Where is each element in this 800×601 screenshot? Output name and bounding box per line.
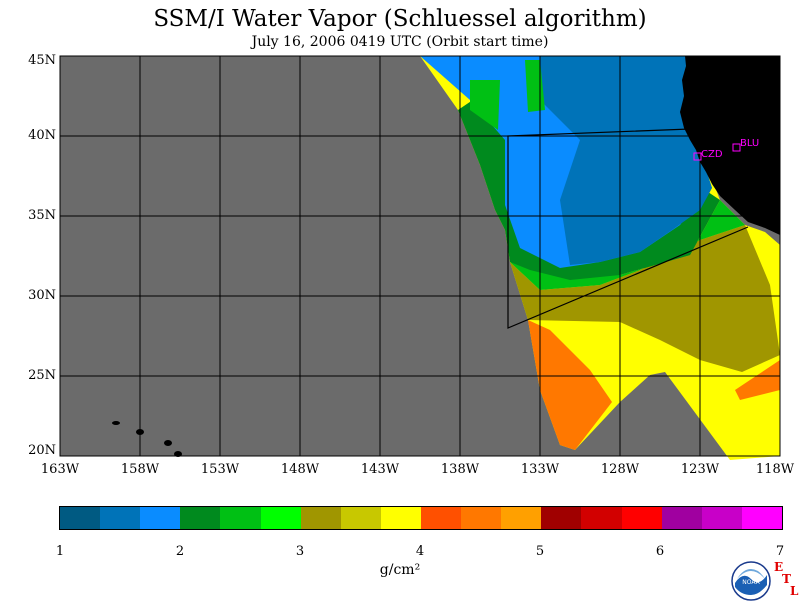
colorbar [59, 506, 783, 530]
colorbar-swatch [541, 507, 582, 529]
lat-label-40n: 40N [28, 128, 56, 143]
colorbar-swatch [180, 507, 221, 529]
graticule [60, 56, 780, 456]
colorbar-swatch [220, 507, 261, 529]
lon-label-138w: 138W [440, 462, 480, 477]
lat-label-20n: 20N [28, 443, 56, 458]
lon-label-133w: 133W [520, 462, 560, 477]
land-mass [680, 56, 780, 235]
map-title: SSM/I Water Vapor (Schluessel algorithm) [153, 6, 647, 32]
lon-label-143w: 143W [360, 462, 400, 477]
analysis-region-outline [507, 128, 749, 329]
colorbar-tick-7: 7 [775, 544, 785, 559]
lat-label-25n: 25N [28, 368, 56, 383]
etl-logo-letter-t: T [782, 572, 791, 586]
noaa-logo: NOAA [731, 561, 771, 601]
colorbar-swatch [661, 507, 702, 529]
colorbar-swatch [140, 507, 181, 529]
lon-label-118w: 118W [755, 462, 795, 477]
station-markers [693, 143, 741, 161]
hawaiian-islands [112, 421, 182, 457]
colorbar-tick-6: 6 [655, 544, 665, 559]
etl-logo-letter-l: L [790, 584, 799, 598]
colorbar-swatch [581, 507, 622, 529]
colorbar-swatch [260, 507, 301, 529]
etl-logo: E T L [772, 558, 800, 598]
lon-label-123w: 123W [680, 462, 720, 477]
noaa-logo-text: NOAA [742, 579, 760, 586]
colorbar-swatch [701, 507, 742, 529]
colorbar-tick-2: 2 [175, 544, 185, 559]
colorbar-swatch [340, 507, 381, 529]
colorbar-tick-5: 5 [535, 544, 545, 559]
station-marker-blu [732, 143, 741, 152]
station-label-blu: BLU [740, 138, 759, 149]
colorbar-swatch [60, 507, 101, 529]
lon-label-148w: 148W [280, 462, 320, 477]
colorbar-swatch [300, 507, 341, 529]
water-vapor-swath [420, 56, 780, 460]
lat-label-35n: 35N [28, 208, 56, 223]
map-frame [59, 55, 781, 457]
colorbar-swatch [621, 507, 662, 529]
colorbar-units: g/cm² [379, 562, 421, 578]
colorbar-swatch [100, 507, 141, 529]
colorbar-tick-3: 3 [295, 544, 305, 559]
colorbar-swatch [420, 507, 462, 529]
lat-label-30n: 30N [28, 288, 56, 303]
lon-label-128w: 128W [600, 462, 640, 477]
station-marker-czd [693, 152, 702, 161]
lat-label-45n: 45N [28, 53, 56, 68]
colorbar-swatch [741, 507, 782, 529]
colorbar-swatch [501, 507, 542, 529]
colorbar-tick-1: 1 [55, 544, 65, 559]
etl-logo-letter-e: E [774, 560, 784, 574]
colorbar-swatch [461, 507, 502, 529]
colorbar-swatch [380, 507, 421, 529]
colorbar-tick-4: 4 [415, 544, 425, 559]
lon-label-153w: 153W [200, 462, 240, 477]
map-subtitle: July 16, 2006 0419 UTC (Orbit start time… [251, 34, 549, 50]
station-label-czd: CZD [701, 149, 723, 160]
lon-label-158w: 158W [120, 462, 160, 477]
lon-label-163w: 163W [40, 462, 80, 477]
